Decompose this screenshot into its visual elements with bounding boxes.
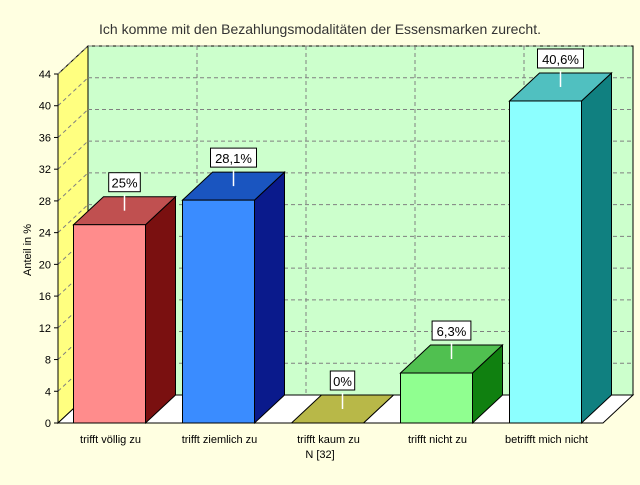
y-tick-label: 36 — [39, 132, 51, 144]
x-tick-label: trifft nicht zu — [408, 434, 467, 446]
bar — [182, 199, 255, 424]
data-label-box — [537, 48, 584, 69]
bar — [73, 224, 146, 424]
x-tick-label: trifft ziemlich zu — [182, 434, 258, 446]
data-label: 40,6% — [542, 52, 579, 67]
y-tick-label: 28 — [39, 196, 51, 208]
data-label: 0% — [333, 374, 352, 389]
x-axis-label: N [32] — [305, 449, 334, 461]
y-tick-label: 40 — [39, 101, 51, 113]
y-tick-label: 20 — [39, 259, 51, 271]
x-tick-label: trifft völlig zu — [80, 434, 141, 446]
x-tick-label: trifft kaum zu — [297, 434, 360, 446]
y-tick-label: 4 — [45, 386, 51, 398]
bar-side — [145, 195, 176, 425]
y-tick-label: 24 — [39, 228, 51, 240]
data-label-box — [108, 172, 141, 193]
bar-side — [581, 71, 612, 425]
bar-side — [254, 170, 285, 425]
bar — [509, 100, 582, 424]
data-label: 28,1% — [215, 151, 252, 166]
data-label: 25% — [111, 176, 137, 191]
chart-title: Ich komme mit den Bezahlungsmodalitäten … — [99, 21, 541, 37]
y-tick-label: 12 — [39, 323, 51, 335]
y-tick-label: 32 — [39, 164, 51, 176]
data-label: 6,3% — [437, 324, 467, 339]
y-tick-label: 44 — [39, 69, 51, 81]
x-tick-label: betrifft mich nicht — [505, 434, 588, 446]
y-axis-label: Anteil in % — [22, 224, 34, 276]
data-label-box — [431, 320, 472, 341]
data-label-box — [329, 370, 356, 391]
y-tick-label: 0 — [45, 418, 51, 430]
y-tick-label: 16 — [39, 291, 51, 303]
data-label-box — [210, 147, 257, 168]
y-tick-label: 8 — [45, 355, 51, 367]
bar — [400, 372, 473, 424]
